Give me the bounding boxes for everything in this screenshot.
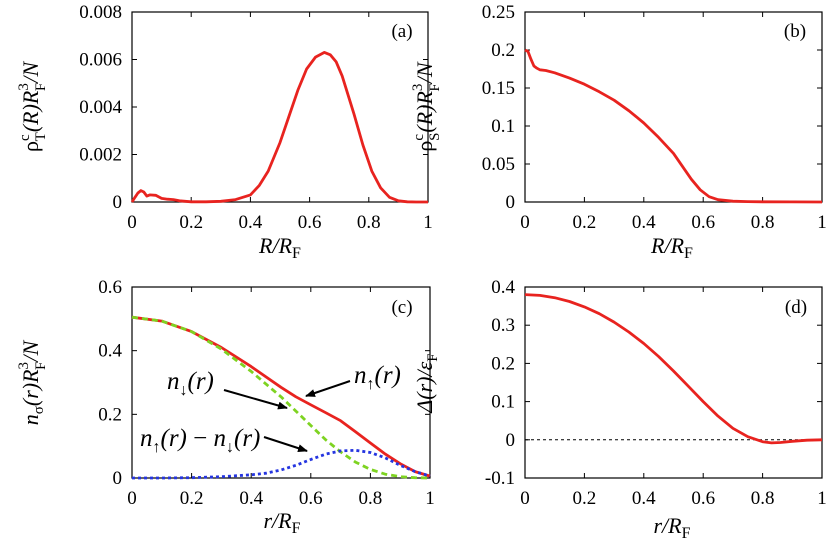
series-line-n_up	[131, 315, 431, 478]
series-line-n_down	[131, 315, 431, 480]
panel-label: (a)	[391, 21, 412, 42]
annotation-n_diff: n↑(r) − n↓(r)	[140, 425, 260, 456]
x-tick-label: 0.2	[179, 212, 203, 233]
x-tick-label: 1	[425, 488, 435, 509]
plot-frame	[131, 286, 431, 479]
y-tick-label: 0.6	[98, 277, 122, 298]
y-tick-label: 0	[113, 192, 123, 213]
y-tick-label: -0.1	[485, 468, 515, 489]
panel-1: 0 0.2 0.4 0.6 0.8 1 0 0.05 0.1 0.15 0.2 0.25 (b) R/RF…	[410, 2, 827, 262]
x-tick-label: 0	[127, 212, 137, 233]
y-tick-label: 0.15	[482, 78, 515, 99]
x-tick-label: 0.6	[691, 212, 715, 233]
series-line-rho_T	[130, 51, 428, 204]
series-line-delta	[524, 293, 823, 445]
plot-frame	[131, 11, 429, 203]
y-tick-label: 0.002	[79, 145, 122, 166]
series-line-rho_S	[524, 48, 823, 204]
x-tick-label: 0	[520, 212, 530, 233]
y-axis-label: nσ(r)R3F/N	[16, 339, 49, 425]
y-tick-label: 0.25	[482, 2, 515, 23]
x-tick-label: 0.2	[573, 488, 597, 509]
y-tick-label: 0.1	[491, 116, 515, 137]
x-tick-label: 0.4	[239, 212, 263, 233]
y-tick-label: 0	[506, 430, 516, 451]
annotation-arrow	[223, 389, 288, 410]
x-tick-label: 0.6	[691, 488, 715, 509]
x-axis-label: r/RF	[263, 508, 300, 537]
x-tick-label: 0.2	[180, 488, 204, 509]
x-axis-label: r/RF	[653, 513, 690, 542]
x-axis-label: R/RF	[650, 233, 693, 262]
y-tick-label: 0.008	[79, 2, 122, 23]
annotation-arrow	[263, 436, 308, 453]
x-tick-label: 0.4	[632, 212, 656, 233]
x-tick-label: 0.6	[298, 212, 322, 233]
y-axis-label: ρcT(R)R3F/N	[16, 61, 49, 152]
x-axis-label: R/RF	[258, 233, 301, 262]
x-tick-label: 0.8	[751, 488, 775, 509]
annotation-arrow	[305, 380, 351, 397]
x-tick-label: 0.4	[632, 488, 656, 509]
y-tick-label: 0.2	[491, 40, 515, 61]
x-tick-label: 0.8	[359, 488, 383, 509]
y-tick-label: 0.4	[98, 341, 122, 362]
y-tick-label: 0.006	[79, 50, 122, 71]
annotation-n_up: n↑(r)	[354, 362, 401, 393]
x-tick-label: 1	[423, 212, 433, 233]
y-axis-label: ρcS(R)R3F/N	[410, 61, 443, 151]
y-tick-label: 0.2	[98, 404, 122, 425]
y-tick-label: 0.2	[491, 353, 515, 374]
panel-3: 0 0.2 0.4 0.6 0.8 1-0.100.10.20.30.4(d)r/RFΔ(…	[412, 277, 827, 542]
x-tick-label: 0.6	[299, 488, 323, 509]
y-tick-label: 0.004	[79, 97, 122, 118]
y-tick-label: 0.1	[491, 392, 515, 413]
x-tick-label: 0	[520, 488, 530, 509]
x-tick-label: 0.2	[573, 212, 597, 233]
y-tick-label: 0.3	[491, 315, 515, 336]
plot-frame	[524, 286, 823, 479]
annotation-n_down: n↓(r)	[167, 368, 214, 399]
panel-label: (c)	[391, 297, 412, 318]
y-tick-label: 0.05	[482, 154, 515, 175]
panel-2: 0 0.2 0.4 0.6 0.8 1 0 0.2 0.4 0.6 (c) r/RF nσ(r)R3F/…	[16, 277, 435, 537]
panel-label: (b)	[784, 21, 806, 42]
x-tick-label: 0	[127, 488, 137, 509]
x-tick-label: 1	[817, 212, 827, 233]
panel-0: 0 0.2 0.4 0.6 0.8 1 0 0.002 0.004 0.006 0.008 (a) R/…	[16, 2, 433, 262]
series-line-n_diff	[132, 448, 431, 480]
y-tick-label: 0	[506, 192, 516, 213]
x-tick-label: 0.8	[357, 212, 381, 233]
plot-frame	[524, 11, 823, 203]
y-tick-label: 0	[113, 468, 123, 489]
x-tick-label: 1	[817, 488, 827, 509]
panel-label: (d)	[785, 297, 807, 318]
x-tick-label: 0.8	[751, 212, 775, 233]
y-tick-label: 0.4	[491, 277, 515, 298]
x-tick-label: 0.4	[239, 488, 263, 509]
y-axis-label: Δ(r)/εF	[412, 353, 441, 413]
